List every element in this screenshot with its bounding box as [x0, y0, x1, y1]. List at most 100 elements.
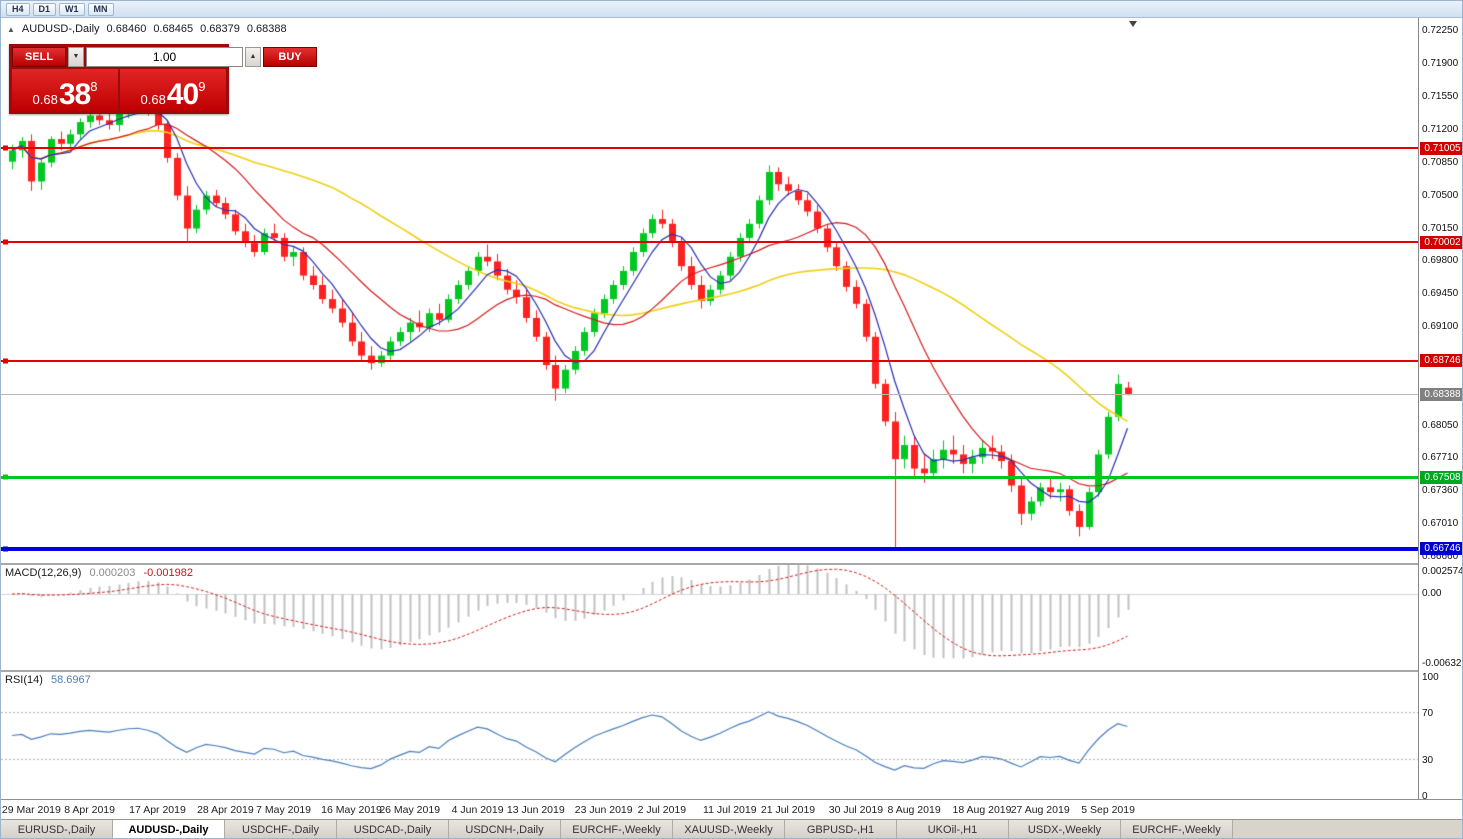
- price-axis-label: 0.70150: [1422, 222, 1459, 234]
- rsi-indicator-name: RSI(14): [5, 674, 43, 686]
- chart-tab-eurchf-weekly[interactable]: EURCHF-,Weekly: [561, 820, 673, 838]
- price-axis-label: 0.69450: [1422, 288, 1459, 300]
- quote-open: 0.68460: [106, 23, 147, 35]
- date-axis-label: 5 Sep 2019: [1081, 804, 1135, 816]
- rsi-indicator-panel: RSI(14) 58.6967: [1, 672, 1418, 799]
- support-line-0-66746[interactable]: [1, 546, 1418, 552]
- chart-tab-gbpusd-h1[interactable]: GBPUSD-,H1: [785, 820, 897, 838]
- sell-price-prefix: 0.68: [32, 92, 58, 108]
- line-anchor-handle[interactable]: [3, 474, 8, 480]
- support-line-0-67508[interactable]: [1, 474, 1418, 480]
- price-badge-0.71005: 0.71005: [1420, 141, 1462, 155]
- chart-tab-usdchf-daily[interactable]: USDCHF-,Daily: [225, 820, 337, 838]
- timeframe-button-w1[interactable]: W1: [59, 2, 85, 16]
- date-axis-label: 16 May 2019: [321, 804, 382, 816]
- rsi-chart-canvas[interactable]: [1, 672, 1418, 799]
- rsi-value: 58.6967: [50, 674, 91, 686]
- chart-tab-bar: EURUSD-,Daily AUDUSD-,Daily USDCHF-,Daily U…: [1, 819, 1462, 838]
- date-axis-label: 13 Jun 2019: [506, 804, 565, 816]
- ohlc-quote-header: ▲ AUDUSD-,Daily 0.68460 0.68465 0.68379 …: [7, 23, 287, 35]
- timeframe-button-d1[interactable]: D1: [32, 2, 57, 16]
- chart-tab-usdcnh-daily[interactable]: USDCNH-,Daily: [449, 820, 561, 838]
- chart-tab-usdcad-daily[interactable]: USDCAD-,Daily: [337, 820, 449, 838]
- chart-tab-eurusd-daily[interactable]: EURUSD-,Daily: [1, 820, 113, 838]
- date-axis-label: 7 May 2019: [256, 804, 312, 816]
- sell-price-display[interactable]: 0.68 38 8: [12, 69, 118, 111]
- price-axis-label: 0.67710: [1422, 452, 1459, 464]
- quote-low: 0.68379: [200, 23, 240, 35]
- price-axis-label: 0.71900: [1422, 57, 1459, 69]
- sell-price-big-digits: 38: [58, 78, 91, 112]
- price-axis-label: 0.71550: [1422, 90, 1459, 102]
- macd-axis-label: 0.002574: [1422, 566, 1463, 577]
- price-badge-0.68388: 0.68388: [1420, 387, 1462, 401]
- current-bid-line: [1, 394, 1418, 395]
- line-anchor-handle[interactable]: [3, 546, 8, 552]
- volume-input[interactable]: [86, 47, 243, 67]
- date-axis-label: 30 Jul 2019: [828, 804, 884, 816]
- price-axis-label: 0.66660: [1422, 551, 1459, 563]
- buy-button[interactable]: BUY: [263, 47, 317, 67]
- buy-price-prefix: 0.68: [140, 92, 166, 108]
- price-axis-label: 0.70850: [1422, 156, 1459, 168]
- price-axis-label: 0.67360: [1422, 485, 1459, 497]
- timeframe-button-h4[interactable]: H4: [6, 2, 30, 16]
- macd-signal-value: -0.001982: [143, 567, 193, 579]
- macd-label-row: MACD(12,26,9) 0.000203 -0.001982: [5, 567, 193, 579]
- chart-tab-eurchf-weekly[interactable]: EURCHF-,Weekly: [1121, 820, 1233, 838]
- macd-axis-label: 0.00: [1422, 588, 1442, 600]
- price-badge-0.68746: 0.68746: [1420, 354, 1462, 368]
- date-axis-label: 11 Jul 2019: [703, 804, 757, 816]
- date-axis-label: 18 Aug 2019: [952, 804, 1012, 816]
- candlestick-chart-canvas[interactable]: [1, 18, 1418, 563]
- macd-indicator-panel: MACD(12,26,9) 0.000203 -0.001982: [1, 565, 1418, 670]
- chart-tab-audusd-daily[interactable]: AUDUSD-,Daily: [113, 820, 225, 838]
- date-axis-label: 29 Mar 2019: [1, 804, 61, 816]
- rsi-axis-label: 100: [1422, 672, 1439, 683]
- timeframe-toolbar: H4 D1 W1 MN: [1, 1, 1462, 18]
- price-badge-0.67508: 0.67508: [1420, 470, 1462, 484]
- rsi-axis-label: 30: [1422, 755, 1434, 767]
- one-click-trading-toggle-icon[interactable]: ▲: [7, 24, 15, 34]
- date-axis-label: 23 Jun 2019: [574, 804, 633, 816]
- date-axis-label: 26 May 2019: [379, 804, 441, 816]
- chart-tab-xauusd-weekly[interactable]: XAUUSD-,Weekly: [673, 820, 785, 838]
- macd-chart-canvas[interactable]: [1, 565, 1418, 670]
- line-anchor-handle[interactable]: [3, 145, 8, 151]
- time-scale[interactable]: 29 Mar 2019 8 Apr 2019 17 Apr 2019 28 Apr 2…: [1, 799, 1462, 819]
- line-anchor-handle[interactable]: [3, 358, 8, 364]
- date-axis-label: 8 Aug 2019: [887, 804, 941, 816]
- one-click-trading-panel: SELL ▼ ▲ BUY 0.68 38 8 0.68 40 9: [9, 44, 317, 114]
- quote-high: 0.68465: [153, 23, 194, 35]
- rsi-axis-label: 0: [1422, 791, 1428, 802]
- price-badge-0.70002: 0.70002: [1420, 235, 1462, 249]
- date-axis-label: 28 Apr 2019: [197, 804, 254, 816]
- date-axis-label: 27 Aug 2019: [1010, 804, 1070, 816]
- date-axis-label: 2 Jul 2019: [637, 804, 687, 816]
- price-axis-label: 0.70500: [1422, 189, 1459, 201]
- main-chart-panel: ▲ AUDUSD-,Daily 0.68460 0.68465 0.68379 …: [1, 18, 1418, 563]
- resistance-line-0-70002[interactable]: [1, 239, 1418, 245]
- volume-decrement-button[interactable]: ▼: [68, 47, 84, 67]
- price-scale[interactable]: 0.72250 0.71900 0.71550 0.71200 0.70850 0.705…: [1418, 18, 1463, 802]
- timeframe-button-mn[interactable]: MN: [87, 2, 114, 16]
- chart-shift-marker-icon[interactable]: [1129, 21, 1137, 27]
- chart-symbol-label: AUDUSD-,Daily: [21, 23, 100, 35]
- sell-button[interactable]: SELL: [12, 47, 66, 67]
- volume-increment-button[interactable]: ▲: [245, 47, 261, 67]
- line-anchor-handle[interactable]: [3, 239, 8, 245]
- chart-tab-ukoil-h1[interactable]: UKOil-,H1: [897, 820, 1009, 838]
- panel-splitter[interactable]: [1, 670, 1462, 672]
- buy-price-display[interactable]: 0.68 40 9: [120, 69, 226, 111]
- resistance-line-0-71005[interactable]: [1, 145, 1418, 151]
- resistance-line-0-68746[interactable]: [1, 358, 1418, 364]
- macd-indicator-name: MACD(12,26,9): [5, 567, 82, 579]
- chart-tab-usdx-weekly[interactable]: USDX-,Weekly: [1009, 820, 1121, 838]
- panel-splitter[interactable]: [1, 563, 1462, 565]
- price-axis-label: 0.67010: [1422, 518, 1459, 530]
- rsi-axis-label: 70: [1422, 707, 1434, 719]
- price-axis-label: 0.71200: [1422, 123, 1459, 135]
- price-axis-label: 0.72250: [1422, 24, 1459, 36]
- buy-price-pip-digit: 9: [198, 79, 206, 94]
